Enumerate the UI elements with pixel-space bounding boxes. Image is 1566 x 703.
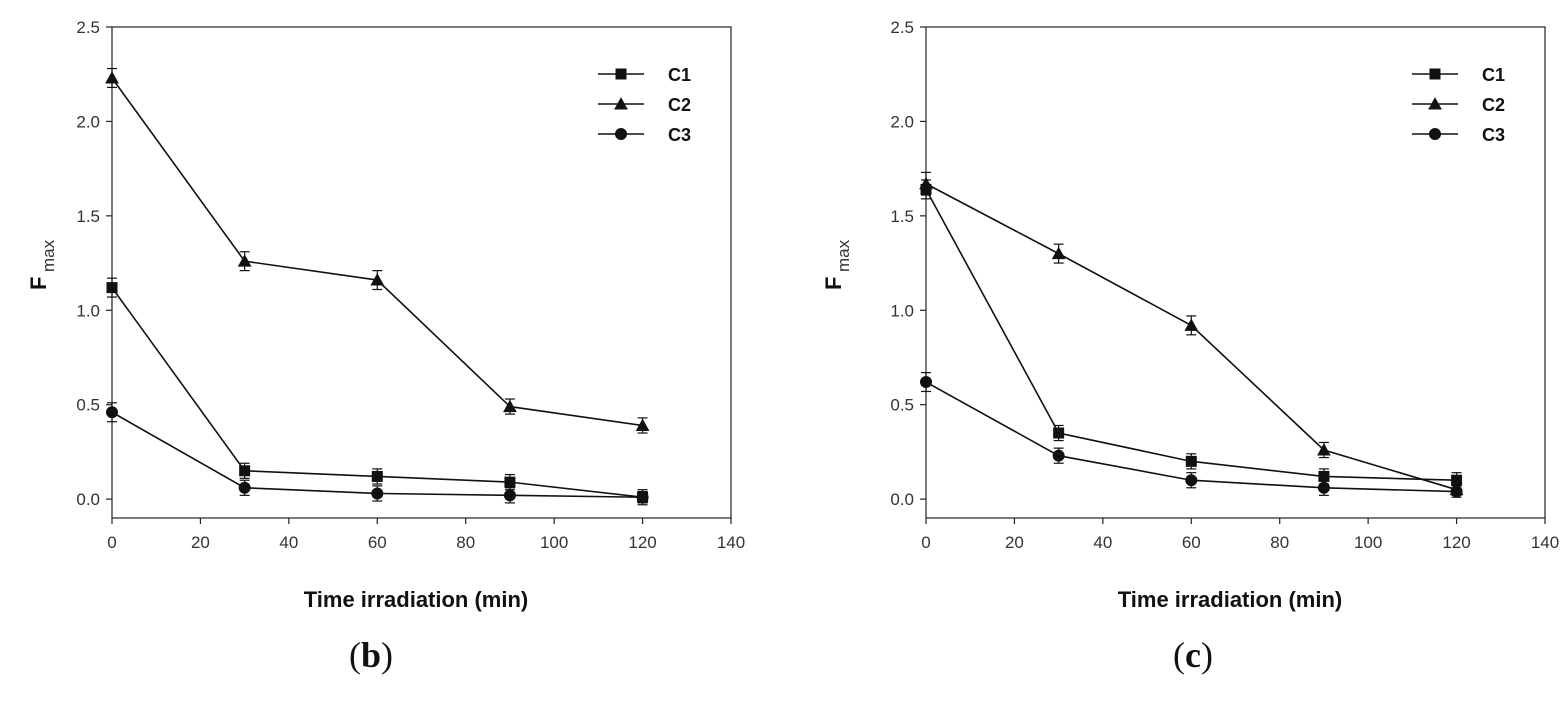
legend-label-c3: C3 <box>668 125 691 145</box>
y-axis-title-b: F <box>26 277 51 290</box>
x-tick-label: 60 <box>368 533 387 552</box>
legend-marker-c2 <box>1428 97 1442 110</box>
y-tick-label: 1.5 <box>76 207 100 226</box>
panel-label-close-b: ) <box>381 635 393 675</box>
x-tick-label: 40 <box>1093 533 1112 552</box>
y-tick-label: 1.0 <box>76 301 100 320</box>
y-tick-label: 1.0 <box>890 301 914 320</box>
y-axis-label-b: F max <box>26 239 58 290</box>
y-axis-subscript-c: max <box>834 239 853 272</box>
data-point-c2 <box>1184 318 1199 331</box>
data-point-c1 <box>1451 474 1463 486</box>
data-point-c2 <box>105 71 119 84</box>
data-point-c3 <box>1185 474 1198 487</box>
x-tick-label: 100 <box>1354 533 1382 552</box>
data-point-c2 <box>1051 246 1066 260</box>
x-tick-label: 40 <box>279 533 298 552</box>
data-point-c3 <box>1052 449 1065 462</box>
x-tick-label: 100 <box>540 533 568 552</box>
legend-marker-c2 <box>614 97 628 110</box>
data-point-c1 <box>1053 427 1065 439</box>
legend-b: C1 C2 C3 <box>598 65 691 145</box>
panel-label-c: (c) <box>1173 635 1213 675</box>
y-ticks-c: 0.0 0.5 1.0 1.5 2.0 2.5 <box>890 18 926 509</box>
series-line-c2 <box>111 77 643 427</box>
panel-label-open-b: ( <box>349 635 361 675</box>
data-point-c2 <box>1317 443 1331 456</box>
data-point-c1 <box>504 476 516 488</box>
data-point-c3 <box>106 406 118 419</box>
data-point-c2 <box>237 254 252 267</box>
panel-label-close-c: ) <box>1201 635 1213 675</box>
x-tick-label: 120 <box>628 533 656 552</box>
panel-label-letter-b: b <box>361 635 381 675</box>
data-point-c3 <box>920 376 932 389</box>
legend-marker-c1 <box>1429 68 1441 80</box>
data-point-c3 <box>636 491 649 504</box>
chart-panel-c: F max Time irradiation (min) 0 20 40 60 80 10… <box>821 18 1559 675</box>
series-layer-c <box>919 171 1464 498</box>
plot-frame-c <box>925 26 1546 519</box>
y-axis-label-c: F max <box>821 239 853 290</box>
data-point-c3 <box>238 481 251 494</box>
series-line-c1 <box>111 287 643 499</box>
legend-label-c2: C2 <box>668 95 691 115</box>
data-point-c2 <box>370 273 385 286</box>
x-tick-label: 20 <box>1005 533 1024 552</box>
x-tick-label: 80 <box>1270 533 1289 552</box>
legend-marker-c3 <box>1429 128 1441 140</box>
panel-label-letter-c: c <box>1185 635 1201 675</box>
chart-panel-b: F max Time irradiation (min) 0 20 40 60 80 10… <box>26 18 745 675</box>
data-point-c3 <box>1317 481 1330 494</box>
y-tick-label: 2.5 <box>890 18 914 37</box>
data-point-c2 <box>919 176 933 190</box>
x-tick-label: 140 <box>1531 533 1559 552</box>
x-ticks-b: 0 20 40 60 80 100 120 140 <box>107 518 745 552</box>
y-tick-label: 2.0 <box>76 112 100 131</box>
panel-label-open-c: ( <box>1173 635 1185 675</box>
data-point-c2 <box>503 399 517 413</box>
x-tick-label: 120 <box>1442 533 1470 552</box>
x-axis-title-b: Time irradiation (min) <box>304 587 529 612</box>
y-axis-title-c: F <box>821 277 846 290</box>
data-point-c1 <box>371 470 383 482</box>
x-tick-label: 60 <box>1182 533 1201 552</box>
data-point-c3 <box>503 489 516 502</box>
data-point-c1 <box>239 465 251 477</box>
legend-c: C1 C2 C3 <box>1412 65 1505 145</box>
data-point-c1 <box>106 282 118 294</box>
y-tick-label: 2.0 <box>890 112 914 131</box>
legend-label-c1: C1 <box>1482 65 1505 85</box>
legend-marker-c3 <box>615 128 627 140</box>
y-tick-label: 0.0 <box>76 490 100 509</box>
x-tick-label: 0 <box>921 533 930 552</box>
x-tick-label: 20 <box>191 533 210 552</box>
data-point-c3 <box>371 487 384 500</box>
y-axis-subscript-b: max <box>39 239 58 272</box>
y-tick-label: 0.5 <box>76 396 100 415</box>
data-point-c1 <box>1318 470 1330 482</box>
legend-label-c2: C2 <box>1482 95 1505 115</box>
y-tick-label: 0.5 <box>890 396 914 415</box>
plot-frame-b <box>111 26 732 519</box>
y-tick-label: 2.5 <box>76 18 100 37</box>
panel-label-b: (b) <box>349 635 393 675</box>
x-tick-label: 0 <box>107 533 116 552</box>
legend-label-c3: C3 <box>1482 125 1505 145</box>
data-point-c2 <box>635 418 650 431</box>
series-layer-b <box>105 67 650 506</box>
legend-label-c1: C1 <box>668 65 691 85</box>
data-point-c3 <box>1450 485 1463 498</box>
data-point-c1 <box>1185 455 1197 467</box>
legend-marker-c1 <box>615 68 627 80</box>
x-ticks-c: 0 20 40 60 80 100 120 140 <box>921 518 1559 552</box>
y-tick-label: 0.0 <box>890 490 914 509</box>
x-axis-title-c: Time irradiation (min) <box>1118 587 1343 612</box>
x-tick-label: 140 <box>717 533 745 552</box>
y-tick-label: 1.5 <box>890 207 914 226</box>
y-ticks-b: 0.0 0.5 1.0 1.5 2.0 2.5 <box>76 18 112 509</box>
x-tick-label: 80 <box>456 533 475 552</box>
